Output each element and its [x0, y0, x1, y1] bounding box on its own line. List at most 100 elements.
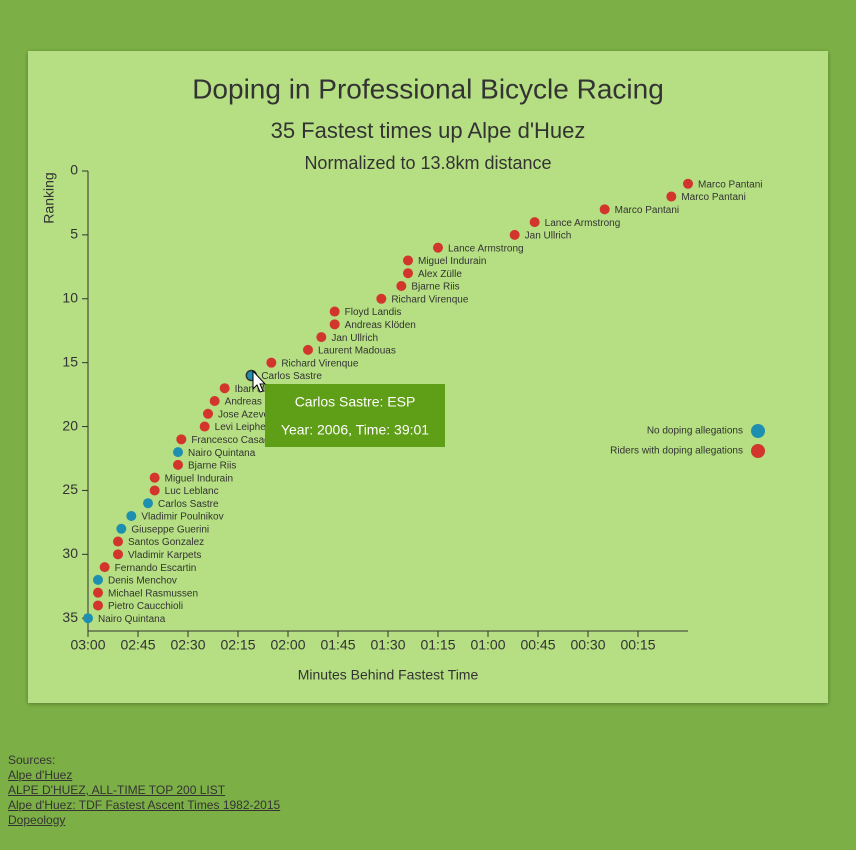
- source-link[interactable]: ALPE D'HUEZ, ALL-TIME TOP 200 LIST: [8, 783, 226, 797]
- point: [83, 613, 93, 624]
- point-label: Marco Pantani: [681, 192, 745, 203]
- x-tick-label: 02:45: [120, 637, 155, 653]
- x-tick-label: 03:00: [70, 637, 105, 653]
- source-link[interactable]: Dopeology: [8, 813, 66, 827]
- y-tick-label: 10: [62, 289, 78, 305]
- point-label: Vladimir Karpets: [128, 550, 201, 561]
- point: [143, 498, 153, 509]
- point: [173, 459, 183, 470]
- tooltip-detail: Year: 2006, Time: 39:01: [281, 422, 429, 438]
- legend-label: Riders with doping allegations: [610, 446, 743, 457]
- point: [173, 447, 183, 458]
- point: [199, 421, 210, 432]
- point: [303, 344, 313, 355]
- point: [599, 204, 610, 215]
- point-label: Denis Menchov: [108, 576, 177, 587]
- point-label: Fernando Escartin: [115, 563, 197, 574]
- chart-subtitle: 35 Fastest times up Alpe d'Huez: [271, 118, 586, 143]
- legend-swatch: [751, 424, 765, 438]
- sources: Sources: Alpe d'Huez ALPE D'HUEZ, ALL-TI…: [8, 753, 280, 828]
- point: [509, 229, 520, 240]
- point-label: Nairo Quintana: [188, 448, 256, 459]
- point-label: Iban Mayo: [235, 384, 282, 395]
- point-label: Nairo Quintana: [98, 614, 166, 625]
- point-label: Santos Gonzalez: [128, 537, 204, 548]
- x-tick-label: 01:15: [420, 637, 455, 653]
- point-label: Miguel Indurain: [418, 256, 486, 267]
- point-label: Andreas Klöden: [345, 320, 416, 331]
- x-axis-label: Minutes Behind Fastest Time: [298, 667, 479, 683]
- point-label: Richard Virenque: [281, 358, 359, 369]
- source-link[interactable]: Alpe d'Huez: [8, 768, 73, 782]
- sources-heading: Sources:: [8, 753, 56, 767]
- point: [329, 319, 340, 330]
- point: [116, 523, 127, 534]
- x-tick-label: 01:30: [370, 637, 405, 653]
- y-tick-label: 35: [62, 609, 78, 625]
- point: [93, 587, 103, 598]
- point-label: Jan Ullrich: [331, 333, 378, 344]
- point-label: Marco Pantani: [615, 205, 679, 216]
- point: [176, 434, 187, 445]
- point-label: Alex Zülle: [418, 269, 462, 280]
- y-tick-label: 5: [70, 226, 78, 242]
- point: [113, 536, 123, 547]
- cursor: [252, 369, 267, 393]
- point: [203, 408, 213, 419]
- point: [683, 178, 693, 189]
- x-tick-label: 01:00: [470, 637, 505, 653]
- point: [266, 357, 277, 368]
- legend-swatch: [751, 444, 765, 458]
- point-label: Bjarne Riis: [411, 282, 459, 293]
- point-label: Pietro Caucchioli: [108, 601, 183, 612]
- point-label: Carlos Sastre: [261, 371, 322, 382]
- point: [113, 549, 123, 560]
- y-tick-label: 25: [62, 481, 78, 497]
- point: [376, 293, 387, 304]
- point-label: Francesco Casagrande: [191, 435, 295, 446]
- point: [149, 485, 160, 496]
- source-link[interactable]: Alpe d'Huez: TDF Fastest Ascent Times 19…: [8, 798, 281, 812]
- point: [403, 255, 413, 266]
- y-axis-label: Ranking: [41, 172, 57, 223]
- point: [126, 511, 137, 521]
- x-tick-label: 02:15: [220, 637, 255, 653]
- point-label: Vladimir Poulnikov: [141, 512, 223, 523]
- point-label: Richard Virenque: [391, 294, 469, 305]
- point-label: Floyd Landis: [345, 307, 402, 318]
- point: [93, 574, 103, 585]
- point-label: Marco Pantani: [698, 179, 762, 190]
- point: [219, 383, 230, 394]
- point-label: Laurent Madouas: [318, 346, 396, 357]
- point-label: Lance Armstrong: [448, 243, 524, 254]
- point: [149, 472, 160, 483]
- y-tick-label: 15: [62, 353, 78, 369]
- x-tick-label: 00:45: [520, 637, 555, 653]
- x-tick-label: 02:30: [170, 637, 205, 653]
- point: [316, 332, 327, 343]
- y-tick-label: 20: [62, 417, 78, 433]
- point: [99, 562, 110, 573]
- point: [529, 217, 540, 228]
- point-label: Giuseppe Guerini: [131, 524, 209, 535]
- x-tick-label: 00:15: [620, 637, 655, 653]
- point-label: Michael Rasmussen: [108, 588, 198, 599]
- point-label: Jose Azevedo: [218, 409, 281, 420]
- tooltip-box: [265, 384, 445, 447]
- chart-title: Doping in Professional Bicycle Racing: [192, 73, 664, 104]
- point-label: Luc Leblanc: [165, 486, 219, 497]
- chart: Doping in Professional Bicycle Racing 35…: [28, 51, 828, 703]
- x-tick-label: 01:45: [320, 637, 355, 653]
- point-label: Carlos Sastre: [158, 499, 219, 510]
- point-label: Andreas Klöden: [225, 397, 296, 408]
- point: [93, 600, 103, 611]
- point-label: Miguel Indurain: [165, 473, 233, 484]
- point: [433, 242, 443, 253]
- point: [329, 306, 340, 317]
- x-tick-label: 00:30: [570, 637, 605, 653]
- point: [666, 191, 677, 202]
- chart-note: Normalized to 13.8km distance: [304, 153, 551, 173]
- y-tick-label: 30: [62, 545, 78, 561]
- point-label: Bjarne Riis: [188, 461, 236, 472]
